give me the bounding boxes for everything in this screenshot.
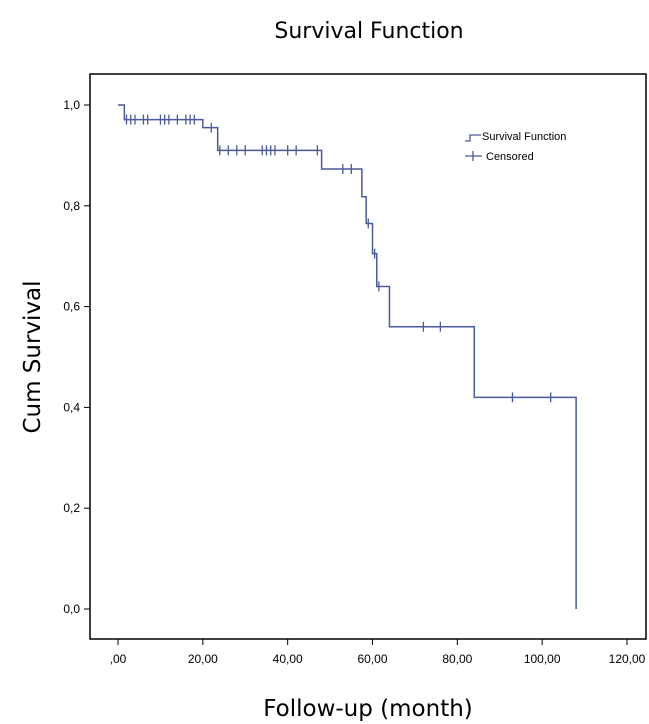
y-tick-label: 0,8 bbox=[63, 199, 80, 213]
legend-censored-label: Censored bbox=[486, 151, 534, 163]
y-tick-label: 0,0 bbox=[63, 602, 80, 616]
chart-title: Survival Function bbox=[274, 19, 463, 44]
legend: Survival Function Censored bbox=[456, 120, 626, 175]
survival-function-line bbox=[118, 104, 577, 609]
y-axis-ticks: 0,0 0,2 0,4 0,6 0,8 1,0 bbox=[63, 98, 90, 616]
y-tick-label: 0,6 bbox=[63, 300, 80, 314]
x-tick-label: 80,00 bbox=[442, 652, 472, 666]
x-axis-ticks: ,00 20,00 40,00 60,00 80,00 100,00 120,00 bbox=[110, 639, 646, 666]
legend-survival-swatch bbox=[465, 134, 481, 142]
y-tick-label: 0,4 bbox=[63, 400, 80, 414]
x-axis-label: Follow-up (month) bbox=[263, 696, 473, 722]
legend-survival-label: Survival Function bbox=[482, 131, 566, 143]
x-tick-label: 60,00 bbox=[357, 652, 387, 666]
x-tick-label: 20,00 bbox=[188, 652, 218, 666]
x-tick-label: 100,00 bbox=[524, 652, 561, 666]
x-tick-label: ,00 bbox=[110, 652, 127, 666]
y-tick-label: 0,2 bbox=[63, 501, 80, 515]
y-axis-label: Cum Survival bbox=[20, 280, 46, 433]
x-tick-label: 120,00 bbox=[609, 652, 646, 666]
legend-box bbox=[456, 120, 626, 175]
censored-markers bbox=[125, 114, 552, 403]
legend-censored-swatch bbox=[465, 151, 482, 161]
x-tick-label: 40,00 bbox=[273, 652, 303, 666]
y-tick-label: 1,0 bbox=[63, 98, 80, 112]
